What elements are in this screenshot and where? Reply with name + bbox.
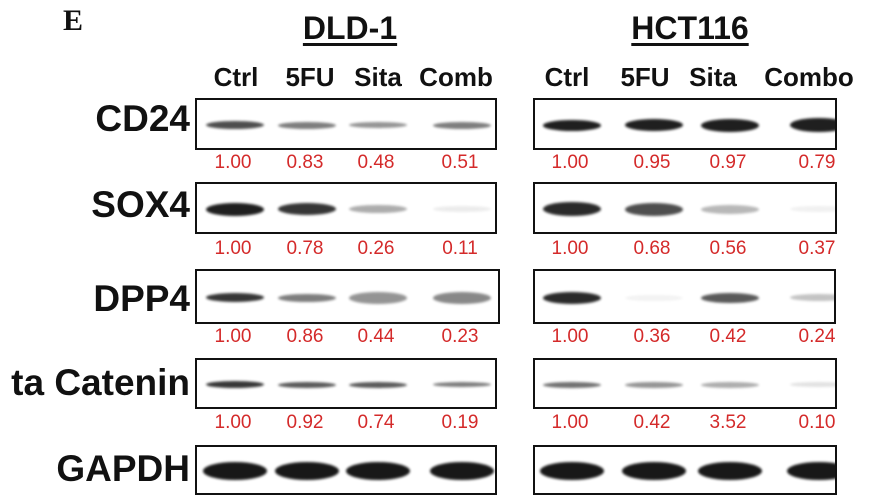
blot-band [433, 121, 491, 129]
lane-label: Ctrl [544, 62, 590, 92]
quant-value: 0.26 [357, 238, 395, 259]
blot-band [625, 202, 683, 216]
blot-panel [195, 445, 497, 495]
row-label-cd24: CD24 [95, 98, 190, 139]
blot-band [275, 462, 339, 480]
quant-value: 0.36 [633, 326, 671, 347]
blot-band [433, 382, 491, 387]
blot-band [349, 205, 407, 213]
blot-band [346, 462, 410, 480]
row-label-catenin: ta Catenin [11, 362, 190, 403]
quant-value: 0.51 [441, 152, 479, 173]
quant-value: 1.00 [551, 238, 589, 259]
blot-band [543, 119, 601, 131]
quant-value: 1.00 [551, 152, 589, 173]
blot-band [701, 118, 759, 132]
quant-value: 1.00 [214, 238, 252, 259]
blot-panel [195, 182, 497, 234]
blot-band [790, 382, 835, 387]
blot-band [349, 122, 407, 128]
blot-band [278, 293, 336, 302]
blot-band [790, 118, 835, 132]
lane-label: Sita [354, 62, 402, 92]
quant-value: 1.00 [551, 412, 589, 433]
blot-band [701, 204, 759, 214]
blot-band [701, 381, 759, 388]
quant-value: 0.37 [798, 238, 836, 259]
blot-band [433, 291, 491, 304]
blot-band [625, 119, 683, 131]
blot-panel [533, 182, 837, 234]
quant-value: 0.83 [286, 152, 324, 173]
lane-label: Ctrl [213, 62, 259, 92]
lane-label: 5FU [285, 62, 335, 92]
quant-value: 0.68 [633, 238, 671, 259]
blot-band [206, 121, 264, 129]
blot-band [625, 294, 683, 301]
blot-band [790, 294, 834, 301]
panel-letter: E [63, 4, 84, 37]
blot-panel [195, 358, 497, 409]
blot-band [349, 291, 407, 304]
blot-band [278, 381, 336, 388]
quant-value: 0.23 [441, 326, 479, 347]
blot-panel [195, 269, 500, 324]
quant-value: 0.48 [357, 152, 395, 173]
quant-value: 0.74 [357, 412, 395, 433]
blot-panel [533, 269, 836, 324]
blot-band [206, 293, 264, 302]
quant-value: 0.79 [798, 152, 836, 173]
row-label-sox4: SOX4 [91, 184, 190, 225]
blot-band [625, 381, 683, 388]
blot-band [622, 462, 686, 480]
quant-value: 0.42 [633, 412, 671, 433]
quant-value: 0.97 [709, 152, 747, 173]
blot-band [787, 462, 835, 480]
blot-band [543, 291, 601, 304]
blot-band [698, 462, 762, 480]
blot-band [790, 206, 835, 212]
quant-value: 0.56 [709, 238, 747, 259]
quant-value: 0.78 [286, 238, 324, 259]
quant-value: 0.10 [798, 412, 836, 433]
blot-band [433, 206, 491, 212]
lane-label: Sita [689, 62, 737, 92]
quant-value: 1.00 [214, 152, 252, 173]
blot-band [206, 381, 264, 388]
quant-value: 0.19 [441, 412, 479, 433]
quant-value: 3.52 [709, 412, 747, 433]
blot-band [540, 462, 604, 480]
quant-value: 0.42 [709, 326, 747, 347]
quant-value: 1.00 [551, 326, 589, 347]
blot-band [203, 462, 267, 480]
quant-value: 0.11 [442, 238, 478, 259]
blot-band [278, 203, 336, 215]
blot-band [543, 381, 601, 388]
blot-band [543, 202, 601, 216]
cell-line-title-hct116: HCT116 [631, 10, 749, 46]
quant-value: 0.44 [357, 326, 395, 347]
lane-label: Comb [419, 62, 493, 92]
blot-band [701, 292, 759, 303]
blot-panel [533, 445, 837, 495]
blot-band [430, 462, 494, 480]
blot-band [349, 381, 407, 388]
lane-label: Combo [764, 62, 854, 92]
quant-value: 1.00 [214, 326, 252, 347]
quant-value: 1.00 [214, 412, 252, 433]
quant-value: 0.86 [286, 326, 324, 347]
quant-value: 0.95 [633, 152, 671, 173]
quant-value: 0.92 [286, 412, 324, 433]
blot-panel [195, 98, 497, 150]
blot-band [278, 121, 336, 129]
quant-value: 0.24 [798, 326, 836, 347]
lane-label: 5FU [620, 62, 670, 92]
blot-band [206, 202, 264, 216]
row-label-dpp4: DPP4 [93, 278, 190, 319]
blot-panel [533, 98, 837, 150]
cell-line-title-dld1: DLD-1 [302, 10, 398, 46]
blot-panel [533, 358, 837, 409]
row-label-gapdh: GAPDH [56, 448, 190, 489]
